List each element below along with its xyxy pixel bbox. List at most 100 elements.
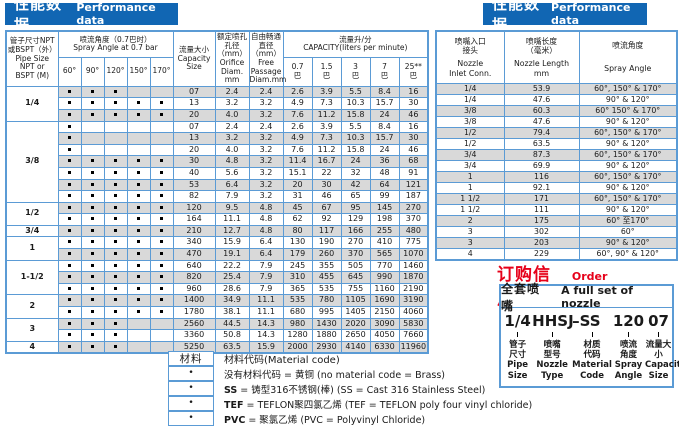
material-text: SS = 铸型316不锈钢(棒) (SS = Cast 316 Stainles… [224, 384, 486, 396]
value-cell: 34.9 [214, 294, 250, 308]
angle-dot-cell [103, 224, 128, 238]
angle-dot-cell [57, 224, 82, 238]
dot-icon [114, 286, 117, 290]
angle-dot-cell [149, 190, 174, 203]
angle-dot-cell [149, 97, 174, 110]
table-row: 1/2 63.5 90° & 120° [435, 137, 678, 150]
value-cell: 3.2 [248, 108, 284, 122]
bar-col-header: 7 巴 [369, 56, 400, 87]
material-header-row: 材料 材料代码(Material code) [168, 350, 532, 366]
angle-dot-cell [57, 132, 82, 145]
right-panel-title-bar: 性能数据 Performance data [483, 0, 647, 34]
value-cell: 255 [369, 224, 400, 238]
dot-icon [137, 228, 140, 232]
angle-dot-cell [57, 259, 82, 273]
material-code: SS [224, 384, 238, 396]
bullet-icon: • [168, 410, 214, 426]
angle-dot-cell [80, 317, 105, 331]
angle-dot-cell [103, 294, 128, 308]
dot-icon [91, 101, 94, 105]
dot-icon [160, 275, 164, 279]
dot-icon [114, 89, 117, 93]
value-cell: 14.3 [248, 317, 284, 331]
value-cell: 13 [172, 97, 216, 110]
nozzle-length-cell: 53.9 [503, 82, 580, 95]
value-cell: 2.4 [214, 85, 250, 99]
value-cell: 3.9 [311, 120, 342, 134]
value-cell: 11.1 [214, 213, 250, 226]
inlet-conn-cell: 3/4 [435, 159, 505, 172]
value-cell: 38.1 [214, 306, 250, 319]
value-cell: 8.4 [369, 120, 400, 134]
value-cell: 13 [172, 132, 216, 145]
value-cell: 36 [369, 155, 400, 168]
angle-dot-cell [57, 329, 82, 342]
material-col-header: 材料 [168, 350, 214, 366]
pipe-size-cell: 1/4 [5, 85, 59, 122]
value-cell: 245 [282, 259, 313, 273]
order-label-zh: 流量大小 [645, 340, 672, 361]
dot-icon [160, 194, 164, 198]
order-code-text: 1/4 [504, 312, 531, 330]
value-cell: 164 [172, 213, 216, 226]
value-cell: 24 [369, 108, 400, 122]
dot-icon [68, 333, 71, 337]
value-cell: 7.3 [311, 132, 342, 145]
value-cell: 20 [172, 143, 216, 157]
dot-icon [68, 136, 71, 140]
dot-icon [68, 228, 71, 232]
bar-col-header: 3 巴 [340, 56, 371, 87]
value-cell: 46 [398, 108, 429, 122]
value-cell: 6.4 [248, 236, 284, 250]
angle-empty-cell [149, 317, 174, 331]
angle-dot-cell [149, 282, 174, 296]
value-cell: 270 [340, 236, 371, 250]
value-cell: 82 [172, 190, 216, 203]
value-cell: 1430 [311, 317, 342, 331]
angle-dot-cell [103, 166, 128, 180]
table-row: 3/4 69.9 90° & 120° [435, 159, 678, 172]
dot-icon [68, 217, 71, 221]
dot-icon [137, 170, 140, 174]
nozzle-length-cell: 203 [503, 236, 580, 249]
nozzle-length-cell: 63.5 [503, 137, 580, 150]
material-item: • SS = 铸型316不锈钢(棒) (SS = Cast 316 Stainle… [168, 380, 532, 396]
inlet-conn-cell: 3/8 [435, 115, 505, 128]
table-row: 3 2560 44.5 14.3 980 1430 2020 3090 5830 [5, 317, 429, 342]
value-cell: 410 [369, 236, 400, 250]
value-cell: 10.3 [340, 97, 371, 110]
nozzle-length-cell: 171 [503, 192, 580, 205]
order-label-en: Material Code [572, 360, 612, 381]
order-label-en: Nozzle Type [536, 360, 568, 381]
angle-dot-cell [57, 306, 82, 319]
value-cell: 4060 [398, 306, 429, 319]
value-cell: 2.4 [248, 120, 284, 134]
order-label-en: Pipe Size [507, 360, 529, 381]
table-row: 960 28.6 7.9 365 535 755 1160 2190 [6, 282, 429, 296]
order-info-box: 全套喷嘴 A full set of nozzle 1/4 管子 尺寸 Pipe S… [499, 282, 679, 388]
angle-empty-cell [149, 132, 174, 145]
value-cell: 1690 [369, 294, 400, 308]
angle-col-header: 120° [103, 56, 128, 87]
value-cell: 15.8 [340, 143, 371, 157]
dot-icon [68, 321, 71, 325]
angle-dot-cell [126, 190, 151, 203]
value-cell: 46 [311, 190, 342, 203]
dot-icon [137, 159, 140, 163]
value-cell: 4140 [340, 340, 371, 354]
full-set-zh: 全套喷嘴 [501, 281, 541, 313]
dot-icon [137, 194, 140, 198]
material-code: PVC [224, 414, 246, 426]
order-code-columns: 1/4 管子 尺寸 Pipe Size HHSJ 喷嘴 型号 Nozzle Type –SS… [501, 308, 679, 386]
value-cell: 3090 [369, 317, 400, 331]
value-cell: 46 [398, 143, 429, 157]
value-cell: 1780 [172, 306, 216, 319]
angle-dot-cell [80, 97, 105, 110]
material-item: • TEF = TEFLON聚四氯乙烯 (TEF = TEFLON poly fo… [168, 395, 532, 411]
angle-dot-cell [103, 317, 128, 331]
angle-dot-cell [80, 166, 105, 180]
inlet-conn-cell: 3 [435, 225, 505, 238]
inlet-conn-cell: 2 [435, 214, 505, 227]
value-cell: 2650 [340, 329, 371, 342]
inlet-conn-cell: 1/2 [435, 126, 505, 139]
